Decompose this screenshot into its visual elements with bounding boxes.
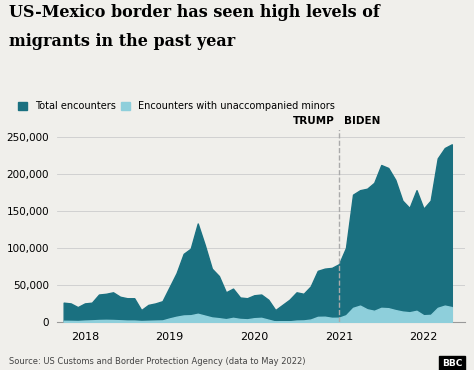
Text: US-Mexico border has seen high levels of: US-Mexico border has seen high levels of — [9, 4, 380, 21]
Text: BBC: BBC — [442, 359, 462, 368]
Text: TRUMP: TRUMP — [292, 116, 334, 126]
Text: migrants in the past year: migrants in the past year — [9, 33, 236, 50]
Text: BIDEN: BIDEN — [344, 116, 380, 126]
Legend: Total encounters, Encounters with unaccompanied minors: Total encounters, Encounters with unacco… — [14, 97, 339, 115]
Text: Source: US Customs and Border Protection Agency (data to May 2022): Source: US Customs and Border Protection… — [9, 357, 306, 366]
